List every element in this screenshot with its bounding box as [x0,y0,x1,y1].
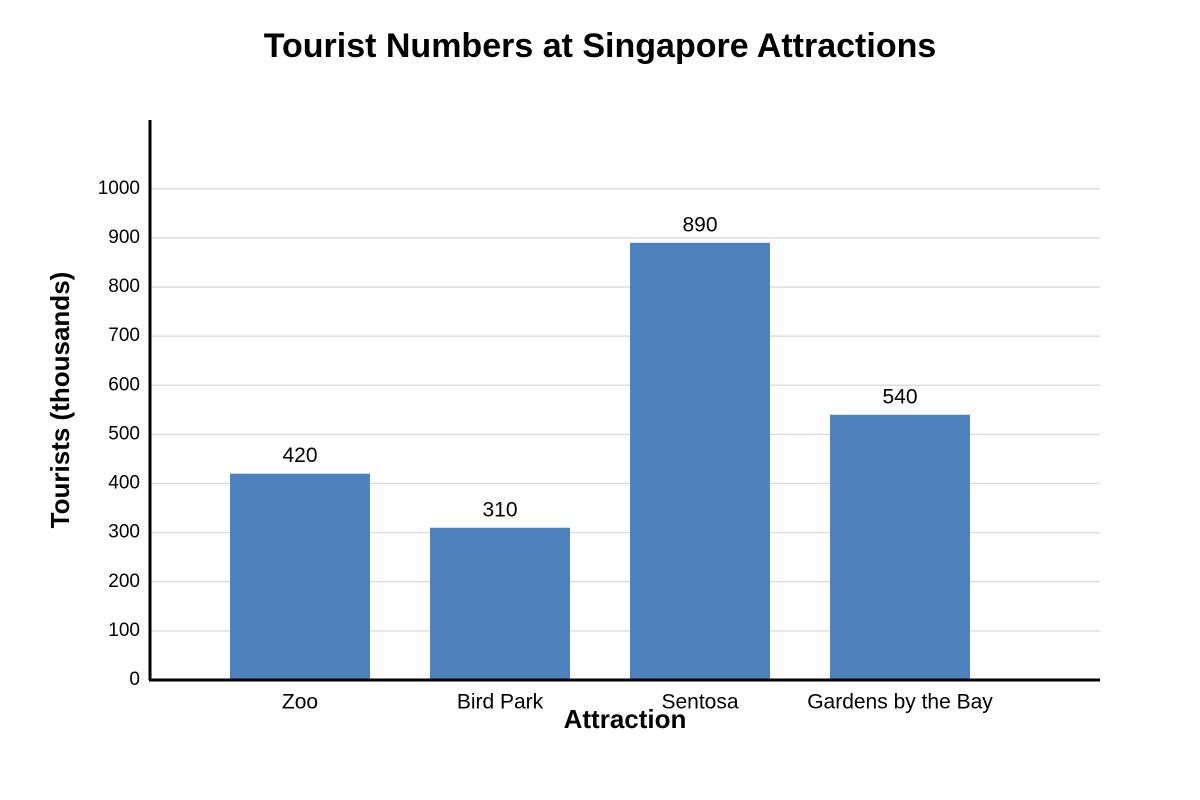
value-label: 310 [482,498,517,521]
y-tick-label: 300 [108,522,140,543]
value-label: 540 [882,385,917,408]
y-tick-label: 200 [108,571,140,592]
x-axis-title: Attraction [564,704,687,734]
y-tick-label: 500 [108,423,140,444]
bar [830,414,970,680]
bar [630,242,770,681]
y-tick-label: 600 [108,374,140,395]
y-axis-title: Tourists (thousands) [45,272,75,529]
bars: Zoo 420 Bird Park 310 Sentosa 890 Gardens by t… [230,213,993,714]
x-tick-label: Bird Park [457,691,544,714]
bar [230,473,370,680]
y-tick-label: 700 [108,325,140,346]
y-tick-label: 800 [108,276,140,297]
y-tick-label: 400 [108,473,140,494]
y-tick-label: 100 [108,620,140,641]
y-tick-label: 1000 [98,178,140,199]
chart-title: Tourist Numbers at Singapore Attractions [264,27,937,65]
y-tick-label: 900 [108,227,140,248]
bar [430,527,570,680]
value-label: 890 [682,213,717,236]
value-label: 420 [282,444,317,467]
x-tick-label: Zoo [282,691,318,714]
x-tick-label: Gardens by the Bay [807,691,993,714]
x-tick-label: Sentosa [661,691,738,714]
y-tick-label: 0 [129,669,140,690]
